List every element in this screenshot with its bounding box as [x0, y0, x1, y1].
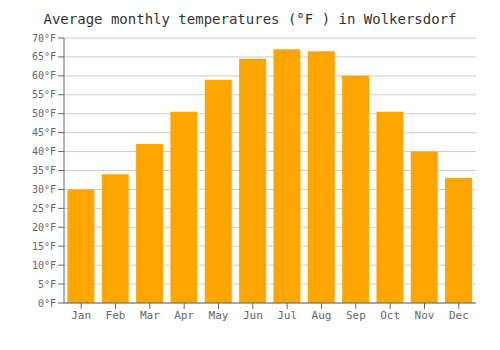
svg-text:35°F: 35°F: [32, 165, 56, 176]
svg-text:Jul: Jul: [277, 309, 297, 322]
svg-text:30°F: 30°F: [32, 184, 56, 195]
svg-text:20°F: 20°F: [32, 222, 56, 233]
svg-text:May: May: [209, 309, 229, 322]
svg-text:Mar: Mar: [140, 309, 160, 322]
svg-text:25°F: 25°F: [32, 203, 56, 214]
svg-text:Jan: Jan: [71, 309, 91, 322]
svg-text:60°F: 60°F: [32, 70, 56, 81]
svg-text:Nov: Nov: [415, 309, 435, 322]
svg-text:Jun: Jun: [243, 309, 263, 322]
svg-text:15°F: 15°F: [32, 241, 56, 252]
svg-text:0°F: 0°F: [38, 298, 56, 309]
svg-text:Sep: Sep: [346, 309, 366, 322]
svg-text:10°F: 10°F: [32, 260, 56, 271]
svg-text:5°F: 5°F: [38, 279, 56, 290]
svg-text:Feb: Feb: [106, 309, 126, 322]
svg-text:Aug: Aug: [312, 309, 332, 322]
svg-text:Oct: Oct: [380, 309, 400, 322]
svg-text:Dec: Dec: [449, 309, 469, 322]
svg-text:45°F: 45°F: [32, 127, 56, 138]
svg-text:55°F: 55°F: [32, 89, 56, 100]
html-text:Average monthly temperatures (: Average monthly temperatures (°F ) in Wo…: [43, 11, 457, 27]
svg-text:50°F: 50°F: [32, 108, 56, 119]
svg-text:70°F: 70°F: [32, 33, 56, 44]
svg-text:Apr: Apr: [174, 309, 194, 322]
svg-text:40°F: 40°F: [32, 146, 56, 157]
svg-text:65°F: 65°F: [32, 51, 56, 62]
